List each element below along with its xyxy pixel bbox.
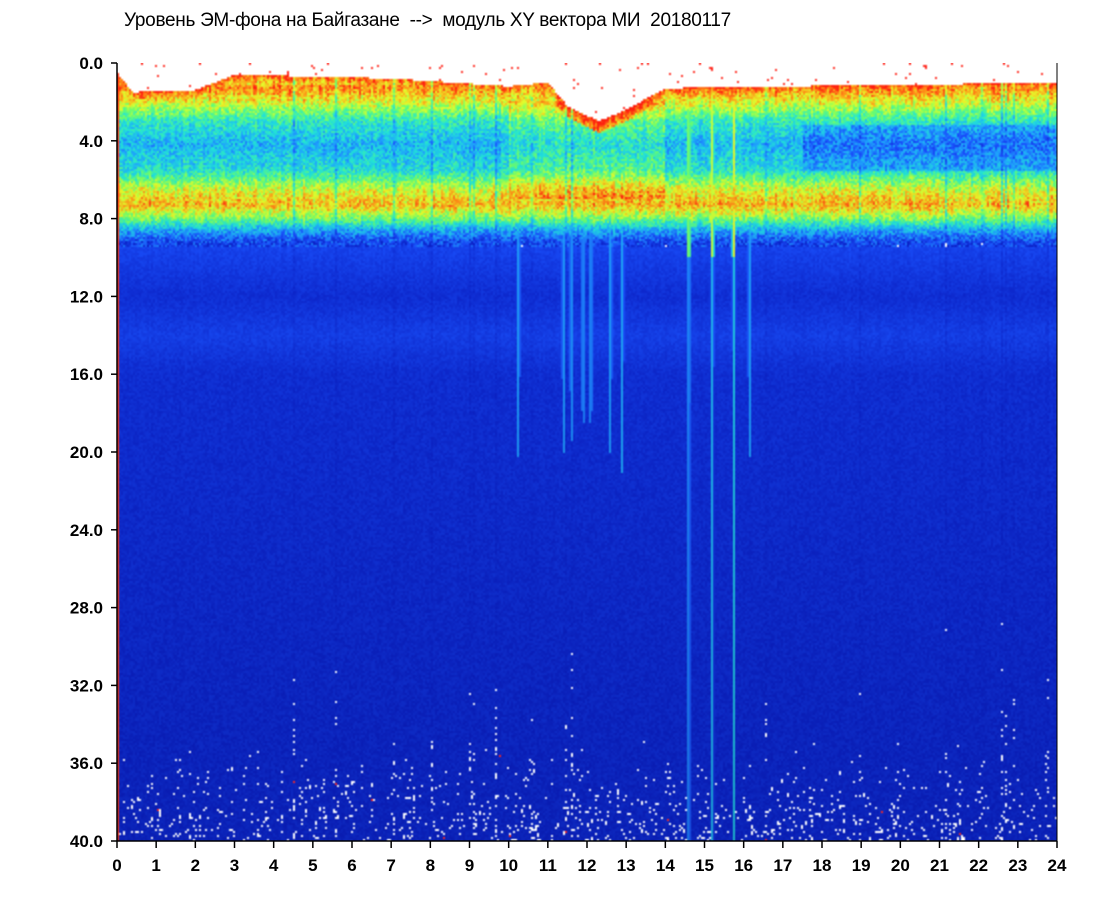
axes-layer [111,62,1058,848]
x-tick-label: 21 [930,856,949,875]
chart-title: Уровень ЭМ-фона на Байгазане --> модуль … [124,10,731,31]
x-tick-label: 0 [112,856,121,875]
x-tick-label: 22 [969,856,988,875]
y-tick-labels: 0.0 4.0 8.0 12.0 16.0 20.0 24.0 28.0 32.0 36.0 40.… [70,54,103,851]
y-tick-label: 36.0 [70,754,103,773]
x-tick-label: 14 [656,856,675,875]
y-tick-label: 32.0 [70,676,103,695]
y-tick-label: 16.0 [70,365,103,384]
x-tick-label: 3 [230,856,239,875]
x-tick-label: 5 [308,856,317,875]
y-tick-label: 12.0 [70,287,103,306]
x-tick-label: 18 [813,856,832,875]
x-tick-label: 6 [347,856,356,875]
y-tick-label: 40.0 [70,832,103,851]
heatmap-layer [117,63,1057,841]
heatmap-image [117,63,1057,841]
x-tick-label: 11 [539,856,557,875]
x-tick-label: 8 [426,856,435,875]
x-tick-label: 1 [151,856,160,875]
x-tick-label: 13 [617,856,636,875]
y-tick-label: 28.0 [70,599,103,618]
y-tick-label: 0.0 [79,54,103,73]
x-tick-label: 10 [499,856,518,875]
x-tick-label: 4 [269,856,279,875]
x-tick-label: 24 [1048,856,1067,875]
x-tick-label: 7 [386,856,395,875]
x-tick-label: 16 [734,856,753,875]
x-tick-labels: 0 1 2 3 4 5 6 7 8 9 10 11 12 13 14 15 16 17 18 19 20 21 22 23 24 [112,856,1067,875]
y-tick-label: 8.0 [79,210,103,229]
x-tick-label: 12 [578,856,597,875]
x-tick-label: 2 [191,856,200,875]
x-tick-label: 23 [1008,856,1027,875]
x-tick-label: 20 [891,856,910,875]
y-tick-label: 20.0 [70,443,103,462]
y-tick-label: 24.0 [70,521,103,540]
x-tick-label: 9 [465,856,474,875]
y-tick-label: 4.0 [79,132,103,151]
x-tick-label: 17 [773,856,792,875]
x-tick-label: 15 [695,856,714,875]
x-tick-label: 19 [852,856,871,875]
